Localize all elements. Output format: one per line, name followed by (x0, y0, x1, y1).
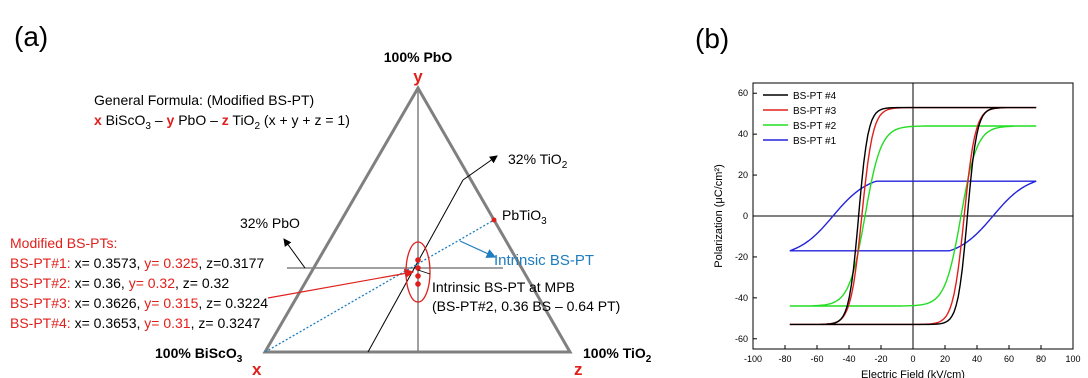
intrinsic-arrow (459, 240, 497, 258)
vertex-top-var: y (413, 67, 423, 86)
x-tick-label: -100 (744, 354, 762, 364)
y-axis-label: Polarization (μC/cm²) (713, 164, 725, 268)
x-axis-label: Electric Field (kV/cm) (861, 369, 965, 378)
panel-b: (b) -100 -80 -60 -40 -20 0 20 40 60 80 100 -60 -40 -2… (695, 23, 1081, 378)
panel-b-label: (b) (695, 23, 729, 54)
vertex-left-label: 100% BiScO3 (155, 345, 243, 365)
x-tick-label: -40 (842, 354, 855, 364)
vertex-right-var: z (574, 360, 583, 378)
formula-line: x BiScO3 – y PbO – z TiO2 (x + y + z = 1… (94, 112, 350, 132)
mpb-arrow (417, 269, 431, 275)
y-tick-label: 60 (738, 88, 748, 98)
x-tick-label: 20 (940, 354, 950, 364)
point-bspt4 (415, 281, 421, 287)
vertex-left-var: x (252, 360, 262, 378)
mpb-label-line1: Intrinsic BS-PT at MPB (432, 279, 575, 295)
pbo-32-arrow (283, 238, 306, 269)
composition-list: BS-PT#1: x= 0.3573, y= 0.325, z=0.3177 B… (10, 255, 268, 331)
tio2-32-line (367, 179, 464, 353)
series-line (789, 106, 1037, 326)
x-tick-label: 0 (910, 354, 915, 364)
tio2-32-arrow (462, 155, 498, 181)
intrinsic-bspt-line (264, 219, 495, 353)
pbtio3-label: PbTiO3 (502, 207, 547, 227)
panel-a-label: (a) (14, 21, 48, 52)
composition-row: BS-PT#2: x= 0.36, y= 0.32, z= 0.32 (10, 275, 229, 291)
x-tick-label: 80 (1036, 354, 1046, 364)
point-bspt3 (415, 273, 421, 279)
mpb-label-line2: (BS-PT#2, 0.36 BS – 0.64 PT) (432, 298, 620, 314)
composition-row: BS-PT#1: x= 0.3573, y= 0.325, z=0.3177 (10, 255, 264, 271)
y-tick-label: 0 (743, 211, 748, 221)
formula-title: General Formula: (Modified BS-PT) (94, 92, 314, 108)
y-tick-label: -20 (735, 252, 748, 262)
modified-title: Modified BS-PTs: (10, 235, 117, 251)
x-tick-label: -60 (810, 354, 823, 364)
x-tick-label: 100 (1065, 354, 1080, 364)
legend-label: BS-PT #3 (793, 106, 837, 117)
chart-legend: BS-PT #4 BS-PT #3 BS-PT #2 BS-PT #1 (763, 91, 837, 147)
legend-label: BS-PT #4 (793, 91, 837, 102)
y-tick-label: -60 (735, 334, 748, 344)
panel-a: (a) 100% PbO y 100% BiScO3 x 100% TiO2 z… (10, 21, 652, 378)
legend-label: BS-PT #1 (793, 136, 837, 147)
point-bspt1 (415, 257, 421, 263)
pbtio3-point (491, 217, 497, 223)
y-tick-label: 40 (738, 129, 748, 139)
x-tick-label: -80 (778, 354, 791, 364)
vertex-right-label: 100% TiO2 (583, 345, 652, 365)
x-tick-label: -20 (874, 354, 887, 364)
composition-row: BS-PT#3: x= 0.3626, y= 0.315, z= 0.3224 (10, 295, 268, 311)
x-tick-label: 60 (1004, 354, 1014, 364)
point-bspt2 (415, 265, 421, 271)
chart-curves (789, 106, 1037, 326)
vertex-top-label: 100% PbO (384, 49, 453, 65)
y-tick-label: 20 (738, 170, 748, 180)
bspt2-arrow (267, 268, 415, 299)
intrinsic-label: Intrinsic BS-PT (494, 252, 594, 269)
legend-label: BS-PT #2 (793, 121, 837, 132)
chart-axes: -100 -80 -60 -40 -20 0 20 40 60 80 100 -60 -40 -20 0 20… (735, 83, 1081, 364)
series-line (789, 125, 1037, 307)
y-tick-label: -40 (735, 293, 748, 303)
x-tick-label: 40 (972, 354, 982, 364)
tio2-32-label: 32% TiO2 (508, 151, 568, 171)
composition-row: BS-PT#4: x= 0.3653, y= 0.31, z= 0.3247 (10, 315, 260, 331)
pbo-32-label: 32% PbO (240, 215, 300, 231)
